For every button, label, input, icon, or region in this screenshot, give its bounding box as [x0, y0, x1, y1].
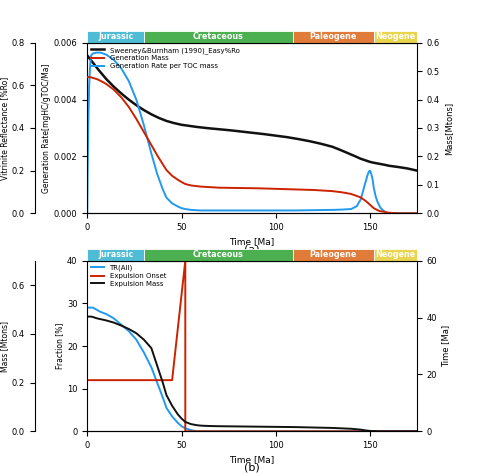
Y-axis label: Mass [Mtons]: Mass [Mtons] — [0, 320, 9, 372]
Text: Jurassic: Jurassic — [98, 32, 133, 41]
X-axis label: Time [Ma]: Time [Ma] — [229, 456, 274, 465]
Text: Cretaceous: Cretaceous — [193, 250, 243, 259]
Text: Paleogene: Paleogene — [309, 32, 356, 41]
Text: Cretaceous: Cretaceous — [193, 32, 243, 41]
Text: Paleogene: Paleogene — [309, 250, 356, 259]
X-axis label: Time [Ma]: Time [Ma] — [229, 237, 274, 246]
Bar — [373, 249, 416, 261]
Text: (b): (b) — [244, 462, 259, 472]
Text: Neogene: Neogene — [375, 32, 415, 41]
Text: Jurassic: Jurassic — [98, 250, 133, 259]
Bar — [87, 249, 144, 261]
Legend: Sweeney&Burnham (1990)_Easy%Ro, Generation Mass, Generation Rate per TOC mass: Sweeney&Burnham (1990)_Easy%Ro, Generati… — [89, 44, 242, 72]
Y-axis label: Mass[Mtons]: Mass[Mtons] — [443, 101, 453, 155]
Text: (a): (a) — [244, 244, 259, 254]
Y-axis label: Generation Rate[mgHC/gTOC/Ma]: Generation Rate[mgHC/gTOC/Ma] — [42, 63, 51, 193]
Bar — [144, 31, 292, 43]
Bar — [292, 31, 373, 43]
Y-axis label: Fraction [%]: Fraction [%] — [55, 323, 64, 369]
Y-axis label: Vitrinite Reflectance [%Ro]: Vitrinite Reflectance [%Ro] — [0, 76, 9, 180]
Text: Neogene: Neogene — [375, 250, 415, 259]
Bar — [144, 249, 292, 261]
Bar — [373, 31, 416, 43]
Legend: TR(All), Expulsion Onset, Expulsion Mass: TR(All), Expulsion Onset, Expulsion Mass — [89, 262, 168, 290]
Bar — [87, 31, 144, 43]
Bar — [292, 249, 373, 261]
Y-axis label: Time [Ma]: Time [Ma] — [441, 325, 450, 367]
